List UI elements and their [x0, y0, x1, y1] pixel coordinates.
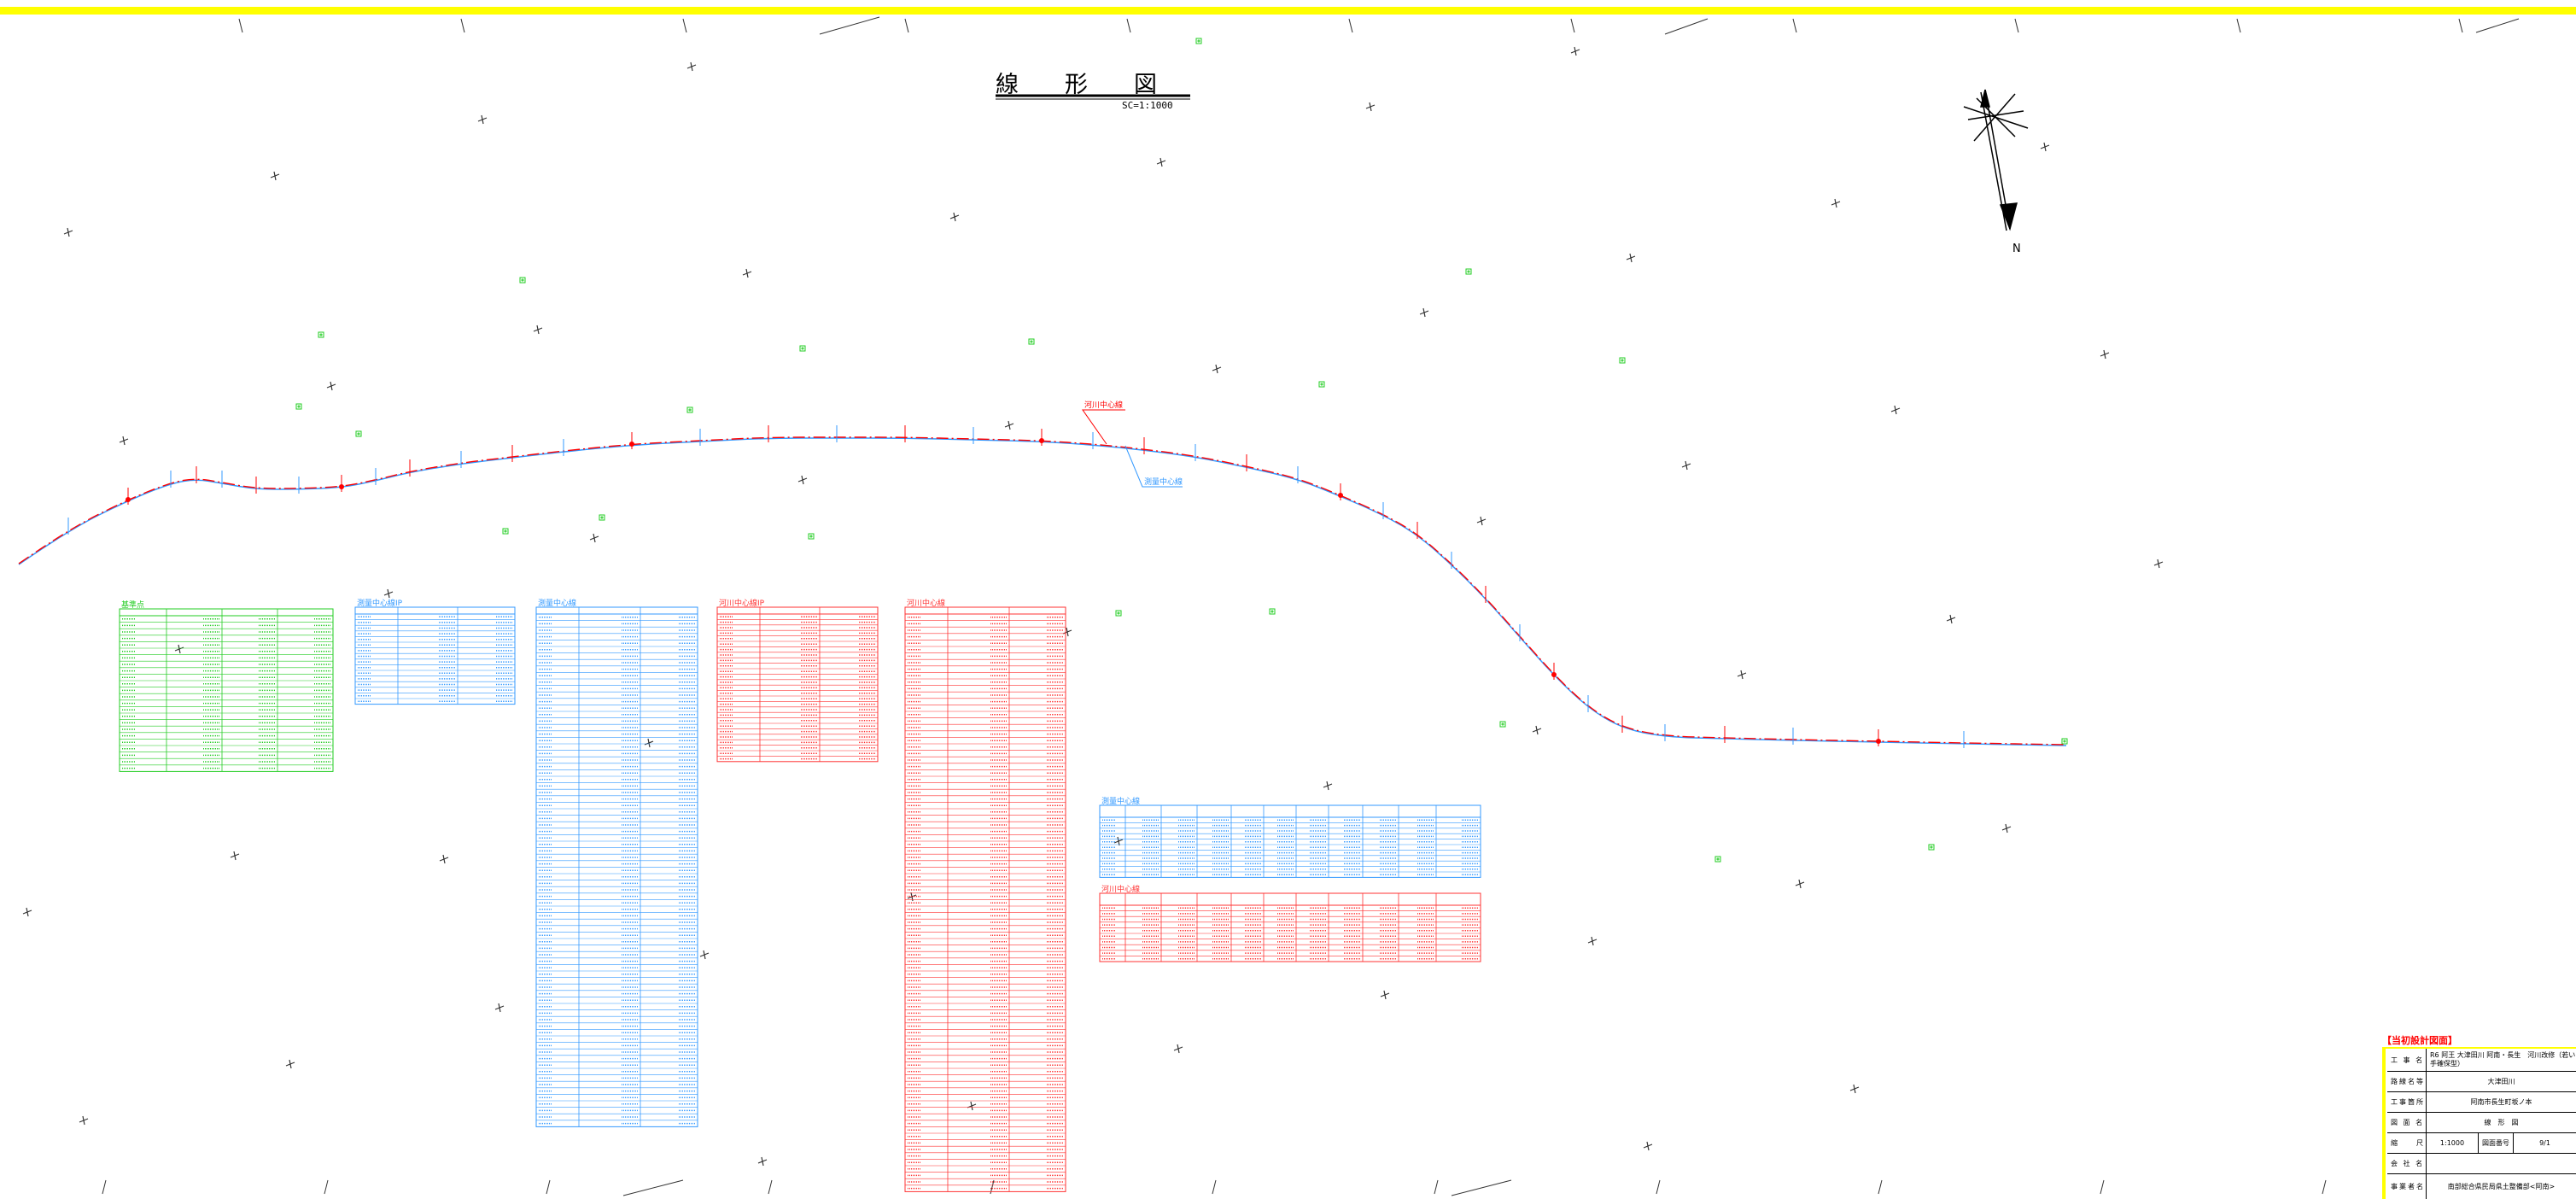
title-block-row-route: 路線名等 大津田川	[2387, 1071, 2576, 1092]
title-block-row-scale: 縮 尺 1:1000 図面番号 9/1	[2387, 1132, 2576, 1154]
title-block-row-owner: 事業者名 南部総合県民局県土整備部<阿南>	[2387, 1173, 2576, 1199]
title-block-value: 線 形 図	[2484, 1118, 2519, 1126]
title-block-value: R6 阿王 大津田川 阿南・長生 河川改修（若い手確保型）	[2430, 1051, 2576, 1067]
table-river-ip-title: 河川中心線IP	[719, 598, 765, 608]
title-block-subvalue: 9/1	[2513, 1132, 2576, 1153]
title-block-row-company: 会 社 名	[2387, 1153, 2576, 1174]
table-river-ip: 河川中心線IP	[716, 598, 879, 763]
title-block-value: 南部総合県民局県土整備部<阿南>	[2447, 1182, 2556, 1190]
title-block-label: 会 社 名	[2387, 1153, 2427, 1173]
survey-centerline-label: 測量中心線	[1144, 477, 1183, 487]
table-survey-center-title: 測量中心線	[538, 598, 576, 608]
title-block-label: 工 事 名	[2387, 1049, 2427, 1071]
table-survey-center: 測量中心線	[535, 598, 698, 1127]
survey-centerline	[18, 437, 2067, 746]
table-river-center-title: 河川中心線	[907, 598, 945, 608]
title-block-sublabel: 図面番号	[2478, 1132, 2513, 1153]
sheet-edge-ticks	[102, 16, 2520, 1196]
table-reference-points-title: 基準点	[121, 600, 144, 610]
title-block-row-location: 工事箇所 阿南市長生町坂ノ本	[2387, 1091, 2576, 1113]
title-block-value: 1:1000	[2439, 1138, 2465, 1147]
title-block-header: 【当初設計図面】	[2382, 1035, 2457, 1046]
station-markers	[67, 425, 1965, 748]
title-block-label: 事業者名	[2387, 1173, 2427, 1199]
river-centerline-label: 河川中心線	[1084, 400, 1123, 410]
ip-point	[1338, 493, 1343, 498]
table-survey-curve: 測量中心線	[1099, 796, 1481, 878]
river-centerline	[18, 436, 2067, 746]
table-river-curve-title: 河川中心線	[1101, 884, 1140, 894]
north-arrow-icon	[1963, 89, 2029, 231]
table-river-curve: 河川中心線	[1099, 884, 1481, 962]
title-block-label: 路線名等	[2387, 1071, 2427, 1091]
title-block-value: 阿南市長生町坂ノ本	[2470, 1097, 2532, 1106]
drawing-title: 線 形 図	[996, 72, 1157, 98]
table-survey-curve-title: 測量中心線	[1101, 796, 1140, 806]
table-river-center: 河川中心線	[904, 598, 1066, 1192]
title-block-label: 縮 尺	[2387, 1132, 2427, 1153]
title-block-label: 工事箇所	[2387, 1091, 2427, 1112]
ip-point	[126, 497, 131, 502]
title-block-value: 大津田川	[2487, 1077, 2515, 1085]
title-block: 【当初設計図面】 工 事 名 R6 阿王 大津田川 阿南・長生 河川改修（若い手…	[2382, 1035, 2576, 1199]
grid-cross-marks	[22, 46, 2164, 1167]
title-block-row-drawing-name: 図 面 名 線 形 図	[2387, 1112, 2576, 1133]
title-block-row-project: 工 事 名 R6 阿王 大津田川 阿南・長生 河川改修（若い手確保型）	[2387, 1049, 2576, 1072]
reference-point-symbols	[295, 38, 2068, 863]
ip-point	[1876, 739, 1881, 744]
river-centerline-leader	[1082, 409, 1125, 445]
ip-point	[1039, 438, 1044, 443]
title-block-label: 図 面 名	[2387, 1112, 2427, 1132]
title-block-table: 工 事 名 R6 阿王 大津田川 阿南・長生 河川改修（若い手確保型） 路線名等…	[2382, 1047, 2576, 1199]
drawing-scale: SC=1:1000	[1122, 100, 1173, 111]
top-yellow-band	[0, 7, 2576, 15]
ip-point	[629, 442, 634, 447]
ip-point	[339, 484, 344, 489]
survey-centerline-leader	[1124, 445, 1183, 488]
table-survey-ip-title: 測量中心線IP	[357, 598, 403, 608]
north-label: N	[2012, 243, 2021, 255]
table-reference-points: 基準点	[119, 600, 334, 772]
table-survey-ip: 測量中心線IP	[354, 598, 516, 705]
ip-point	[1551, 672, 1557, 677]
